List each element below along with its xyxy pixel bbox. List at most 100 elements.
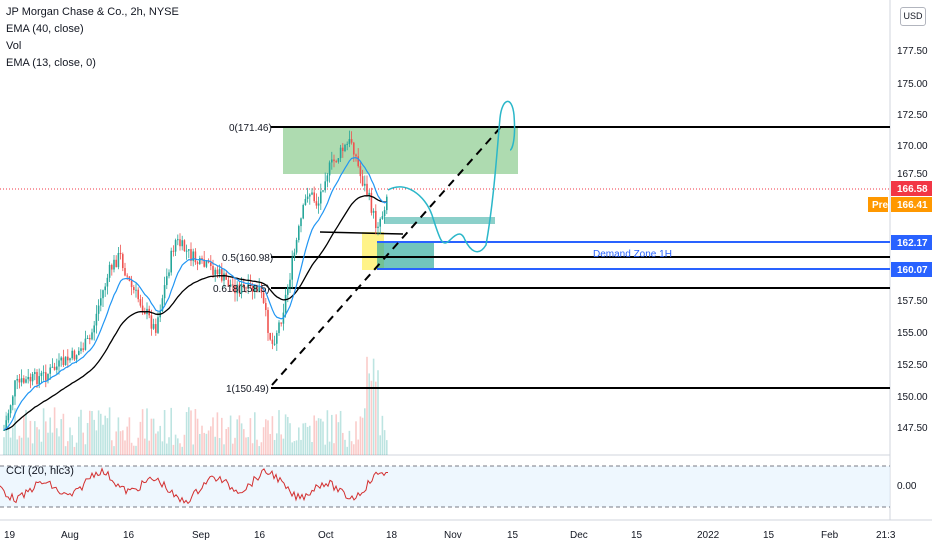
candle-body: [194, 251, 197, 263]
cci-line[interactable]: [0, 467, 388, 505]
ema40-legend[interactable]: EMA (40, close): [6, 23, 84, 35]
volume-bar: [227, 427, 230, 455]
volume-bar: [47, 432, 49, 455]
candle-body: [91, 332, 93, 340]
volume-bar: [282, 438, 285, 455]
volume-bar: [236, 419, 238, 455]
candle-body: [234, 284, 236, 294]
volume-bar: [331, 414, 333, 455]
time-tick: 19: [4, 530, 16, 541]
cci-legend[interactable]: CCI (20, hlc3): [6, 465, 74, 477]
volume-bar: [251, 443, 254, 455]
candle-body: [300, 218, 302, 227]
time-axis[interactable]: 19 Aug 16 Sep 16 Oct 18 Nov 15 Dec 15 20…: [4, 530, 896, 541]
candle-body: [243, 284, 245, 288]
volume-bar: [152, 418, 155, 455]
candle-body: [313, 192, 315, 202]
volume-bar: [355, 421, 357, 455]
candle-body: [137, 289, 139, 300]
volume-bar: [170, 407, 172, 455]
volume-bar: [73, 446, 76, 455]
currency-button[interactable]: USD: [900, 7, 926, 26]
volume-bar: [14, 408, 16, 455]
volume-bar: [113, 446, 115, 455]
candle-body: [115, 259, 117, 268]
volume-bar: [212, 417, 214, 455]
volume-bar: [271, 416, 274, 455]
target-zone-box[interactable]: [384, 217, 495, 224]
candle-body: [247, 283, 249, 289]
candle-body: [168, 272, 170, 277]
volume-bar: [359, 416, 362, 455]
volume-bar: [12, 427, 14, 455]
candle-body: [106, 277, 109, 287]
candle-body: [249, 283, 252, 287]
candle-body: [333, 159, 335, 162]
volume-bar: [267, 420, 269, 455]
volume-bar: [361, 417, 364, 455]
candle-body: [183, 240, 186, 252]
trend-line[interactable]: [271, 127, 501, 386]
volume-bar: [342, 432, 344, 455]
ema-40-line[interactable]: [3, 194, 387, 431]
volume-bar: [269, 433, 271, 455]
volume-bar: [100, 413, 102, 455]
volume-bar: [322, 421, 324, 455]
vol-legend[interactable]: Vol: [6, 40, 22, 52]
candle-body: [119, 252, 122, 255]
candle-body: [289, 279, 291, 287]
volume-bar: [192, 444, 194, 455]
supply-zone-box[interactable]: [283, 127, 518, 174]
candle-body: [36, 372, 38, 385]
volume-bar: [287, 416, 289, 455]
volume-bar: [166, 443, 168, 455]
volume-bar: [273, 439, 276, 455]
candle-body: [232, 284, 234, 286]
volume-bar: [69, 427, 71, 455]
symbol-title[interactable]: JP Morgan Chase & Co., 2h, NYSE: [6, 6, 179, 18]
candle-body: [34, 372, 36, 375]
volume-bar: [295, 440, 298, 455]
projection-curve[interactable]: [387, 100, 516, 253]
volume-bar: [82, 432, 84, 455]
candle-body: [298, 226, 300, 241]
candle-body: [67, 356, 69, 361]
candle-body: [210, 262, 212, 266]
volume-bar: [243, 429, 245, 455]
volume-bar: [64, 446, 67, 455]
volume-bar: [339, 410, 342, 455]
volume-bar: [337, 422, 340, 455]
candle-body: [111, 264, 113, 270]
candle-body: [42, 372, 45, 374]
volume-bar: [133, 445, 135, 455]
candle-body: [20, 378, 23, 383]
volume-bar: [124, 440, 126, 455]
candle-body: [386, 196, 388, 211]
volume-bar: [181, 446, 183, 455]
candle-body: [53, 366, 56, 370]
candle-body: [56, 366, 58, 370]
candle-body: [280, 322, 282, 324]
time-tick: Oct: [318, 530, 334, 541]
candle-body: [379, 218, 381, 227]
fib-label-0: 0(171.46): [229, 123, 272, 134]
candle-body: [364, 183, 366, 186]
ema13-legend[interactable]: EMA (13, close, 0): [6, 57, 96, 69]
volume-bar: [262, 427, 265, 455]
last-price-tag: [891, 181, 932, 196]
volume-bar: [93, 419, 95, 455]
candle-body: [135, 289, 137, 291]
ema-13-line[interactable]: [3, 156, 388, 431]
candlesticks: [3, 130, 388, 432]
candle-body: [170, 250, 172, 273]
volume-bar: [377, 370, 379, 455]
candle-body: [216, 269, 219, 275]
candle-body: [269, 332, 271, 340]
pre-market-label: Pre: [872, 200, 889, 211]
time-tick: 16: [254, 530, 266, 541]
price-axis[interactable]: 177.50 175.00 172.50 170.00 167.50 157.5…: [897, 46, 928, 434]
candle-body: [267, 309, 269, 333]
candle-body: [31, 374, 34, 382]
volume-bar: [188, 407, 190, 455]
